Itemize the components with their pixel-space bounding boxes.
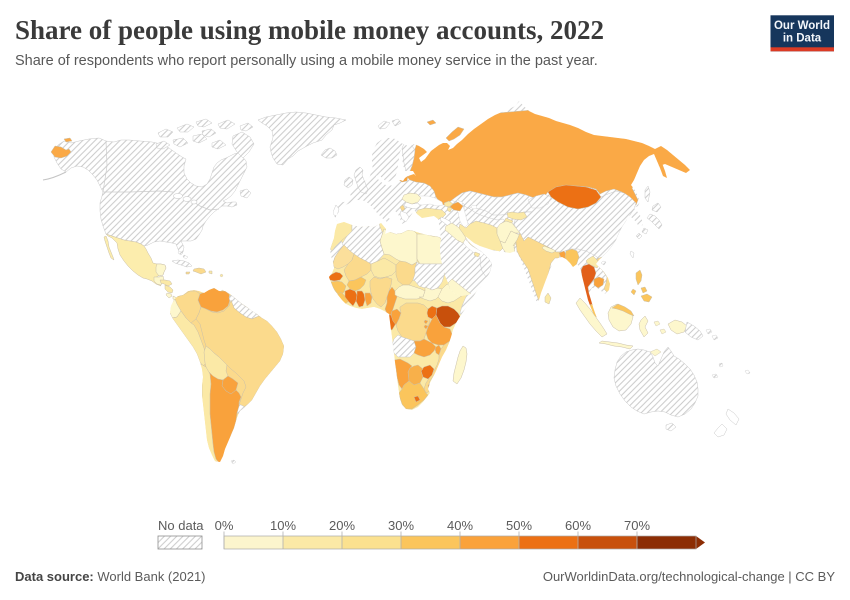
svg-text:10%: 10% <box>270 518 296 533</box>
svg-text:in Data: in Data <box>783 33 822 45</box>
svg-text:0%: 0% <box>215 518 234 533</box>
svg-text:OurWorldinData.org/technologic: OurWorldinData.org/technological-change … <box>543 569 835 584</box>
svg-text:30%: 30% <box>388 518 414 533</box>
svg-text:Share of respondents who repor: Share of respondents who report personal… <box>15 53 598 69</box>
svg-text:70%: 70% <box>624 518 650 533</box>
svg-text:No data: No data <box>158 518 204 533</box>
svg-text:40%: 40% <box>447 518 473 533</box>
svg-text:Share of people using mobile m: Share of people using mobile money accou… <box>15 15 604 45</box>
svg-text:Data source: World Bank (2021): Data source: World Bank (2021) <box>15 569 206 584</box>
svg-text:20%: 20% <box>329 518 355 533</box>
svg-text:50%: 50% <box>506 518 532 533</box>
svg-text:Our World: Our World <box>774 20 830 32</box>
svg-text:60%: 60% <box>565 518 591 533</box>
